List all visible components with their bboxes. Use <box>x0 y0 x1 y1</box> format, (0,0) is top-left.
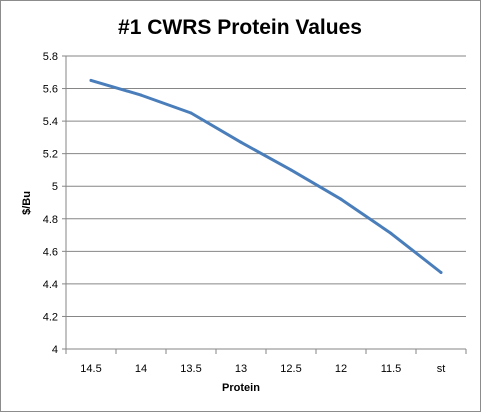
data-point <box>139 93 143 97</box>
data-point <box>239 140 243 144</box>
x-tick-label: 11.5 <box>381 363 402 375</box>
data-point <box>89 78 93 82</box>
x-tick-label: 12.5 <box>280 363 301 375</box>
x-axis-title: Protein <box>222 382 260 394</box>
y-tick-label: 4 <box>52 344 58 356</box>
chart-title: #1 CWRS Protein Values <box>118 16 362 39</box>
data-point <box>389 231 393 235</box>
data-point <box>339 197 343 201</box>
gridlines <box>66 55 466 317</box>
x-tick-label: 12 <box>335 363 347 375</box>
y-tick-label: 5.4 <box>43 116 58 128</box>
x-tick-label: 13.5 <box>180 363 201 375</box>
y-tick-label: 4.6 <box>43 246 58 258</box>
axes <box>62 55 467 354</box>
y-tick-label: 5.6 <box>43 84 58 96</box>
y-tick-label: 5.8 <box>43 51 58 63</box>
x-tick-label: 13 <box>235 363 247 375</box>
y-tick-labels: 4 4.2 4.4 4.6 4.8 5 5.2 5.4 5.6 5.8 <box>43 51 58 356</box>
y-axis-title: $/Bu <box>21 191 33 215</box>
data-point <box>439 270 443 274</box>
data-point <box>289 168 293 172</box>
x-tick-label: 14 <box>135 363 147 375</box>
y-tick-label: 4.4 <box>43 279 58 291</box>
y-tick-label: 5.2 <box>43 149 58 161</box>
x-tick-label: st <box>437 363 446 375</box>
y-tick-label: 4.2 <box>43 311 58 323</box>
series-line <box>89 78 443 274</box>
x-tick-labels: 14.5 14 13.5 13 12.5 12 11.5 st <box>80 363 445 375</box>
y-tick-label: 4.8 <box>43 214 58 226</box>
data-point <box>189 111 193 115</box>
series-layer <box>89 78 443 274</box>
y-tick-label: 5 <box>52 181 58 193</box>
x-tick-label: 14.5 <box>80 363 101 375</box>
